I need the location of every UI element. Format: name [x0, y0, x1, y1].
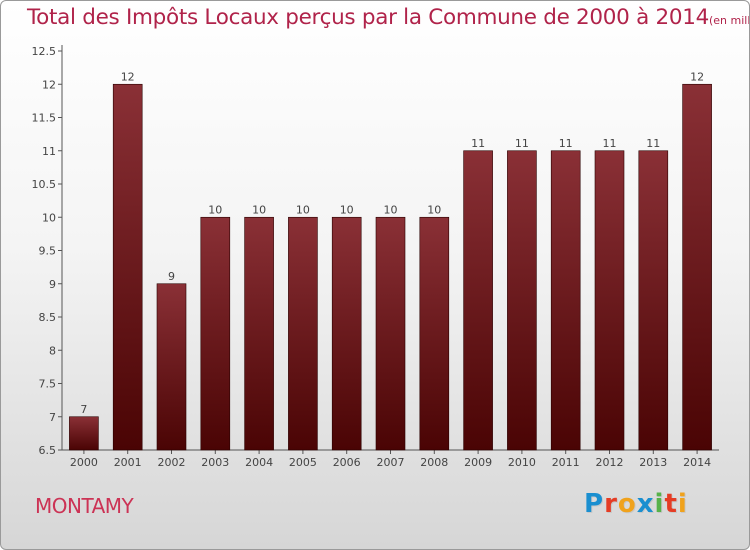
y-tick-label: 6.5: [39, 444, 57, 457]
x-tick-label-2010: 2010: [508, 456, 536, 469]
logo-letter: i: [654, 489, 665, 519]
bar-2008: [419, 216, 450, 451]
x-tick-label-2002: 2002: [158, 456, 186, 469]
data-label-2001: 12: [121, 70, 135, 83]
bar-2013: [638, 150, 669, 451]
y-tick-label: 12.5: [32, 45, 57, 58]
logo-letter: P: [584, 489, 605, 519]
y-tick-label: 8.5: [39, 311, 57, 324]
bar-2007: [375, 216, 406, 451]
x-tick-label-2001: 2001: [114, 456, 142, 469]
logo-letter: x: [636, 489, 655, 519]
bar-2003: [200, 216, 231, 451]
logo-letter: t: [664, 489, 678, 519]
chart-title: Total des Impôts Locaux perçus par la Co…: [27, 5, 750, 30]
bar-2001: [112, 83, 143, 451]
bar-2004: [244, 216, 274, 451]
x-tick-label-2014: 2014: [683, 456, 711, 469]
bar-2009: [463, 150, 493, 451]
logo-letter: o: [617, 489, 637, 519]
x-tick-label-2009: 2009: [464, 456, 492, 469]
logo-letter: r: [604, 489, 618, 519]
x-tick-label-2008: 2008: [420, 456, 448, 469]
data-label-2014: 12: [690, 70, 704, 83]
bar-chart: 6.5 7 7.5 8 8.5 9 9.5 10 10.5 11 11.5 12 12.5 2000 200…: [32, 45, 719, 469]
x-tick-label-2013: 2013: [639, 456, 667, 469]
data-label-2002: 9: [168, 270, 175, 283]
x-tick-label-2005: 2005: [289, 456, 317, 469]
unit-note: (en milliers d'€): [709, 14, 750, 27]
data-label-2012: 11: [603, 137, 617, 150]
x-tick-label-2012: 2012: [596, 456, 624, 469]
y-tick-label: 11.5: [32, 112, 57, 125]
x-tick-label-2006: 2006: [333, 456, 361, 469]
bar-2012: [594, 150, 625, 451]
data-label-2008: 10: [427, 203, 441, 216]
bar-2006: [331, 216, 362, 451]
y-tick-label: 11: [42, 145, 56, 158]
bar-2005: [288, 216, 318, 451]
y-tick-label: 7: [49, 411, 56, 424]
y-tick-label: 10.5: [32, 178, 57, 191]
data-label-2006: 10: [340, 203, 354, 216]
data-label-2010: 11: [515, 137, 529, 150]
y-tick-label: 8: [49, 344, 56, 357]
x-tick-label-2011: 2011: [552, 456, 580, 469]
y-tick-label: 10: [42, 211, 56, 224]
data-label-2003: 10: [208, 203, 222, 216]
x-tick-label-2004: 2004: [245, 456, 273, 469]
data-label-2004: 10: [252, 203, 266, 216]
data-label-2000: 7: [80, 403, 87, 416]
logo-letter: i: [677, 489, 688, 519]
data-label-2013: 11: [646, 137, 660, 150]
bar-2010: [507, 150, 537, 451]
x-tick-label-2007: 2007: [377, 456, 405, 469]
y-tick-label: 7.5: [39, 378, 57, 391]
x-tick-label-2003: 2003: [201, 456, 229, 469]
data-label-2009: 11: [471, 137, 485, 150]
y-tick-label: 9: [49, 278, 56, 291]
axes: 6.5 7 7.5 8 8.5 9 9.5 10 10.5 11 11.5 12 12.5 2000 200…: [32, 45, 719, 469]
bars: 7 12 9 10 10 10 10 10 10 11 11 11 11 11 12: [69, 70, 712, 451]
bar-2002: [156, 283, 187, 451]
bar-2000: [69, 416, 99, 451]
bar-2014: [682, 83, 712, 451]
y-tick-label: 12: [42, 78, 56, 91]
x-tick-label-2000: 2000: [70, 456, 98, 469]
data-label-2007: 10: [384, 203, 398, 216]
data-label-2011: 11: [559, 137, 573, 150]
bar-2011: [550, 150, 581, 451]
proxiti-logo[interactable]: Proxiti: [584, 489, 688, 519]
y-tick-label: 9.5: [39, 245, 57, 258]
commune-name: MONTAMY: [35, 494, 134, 518]
chart-title-text: Total des Impôts Locaux perçus par la Co…: [27, 5, 709, 30]
data-label-2005: 10: [296, 203, 310, 216]
